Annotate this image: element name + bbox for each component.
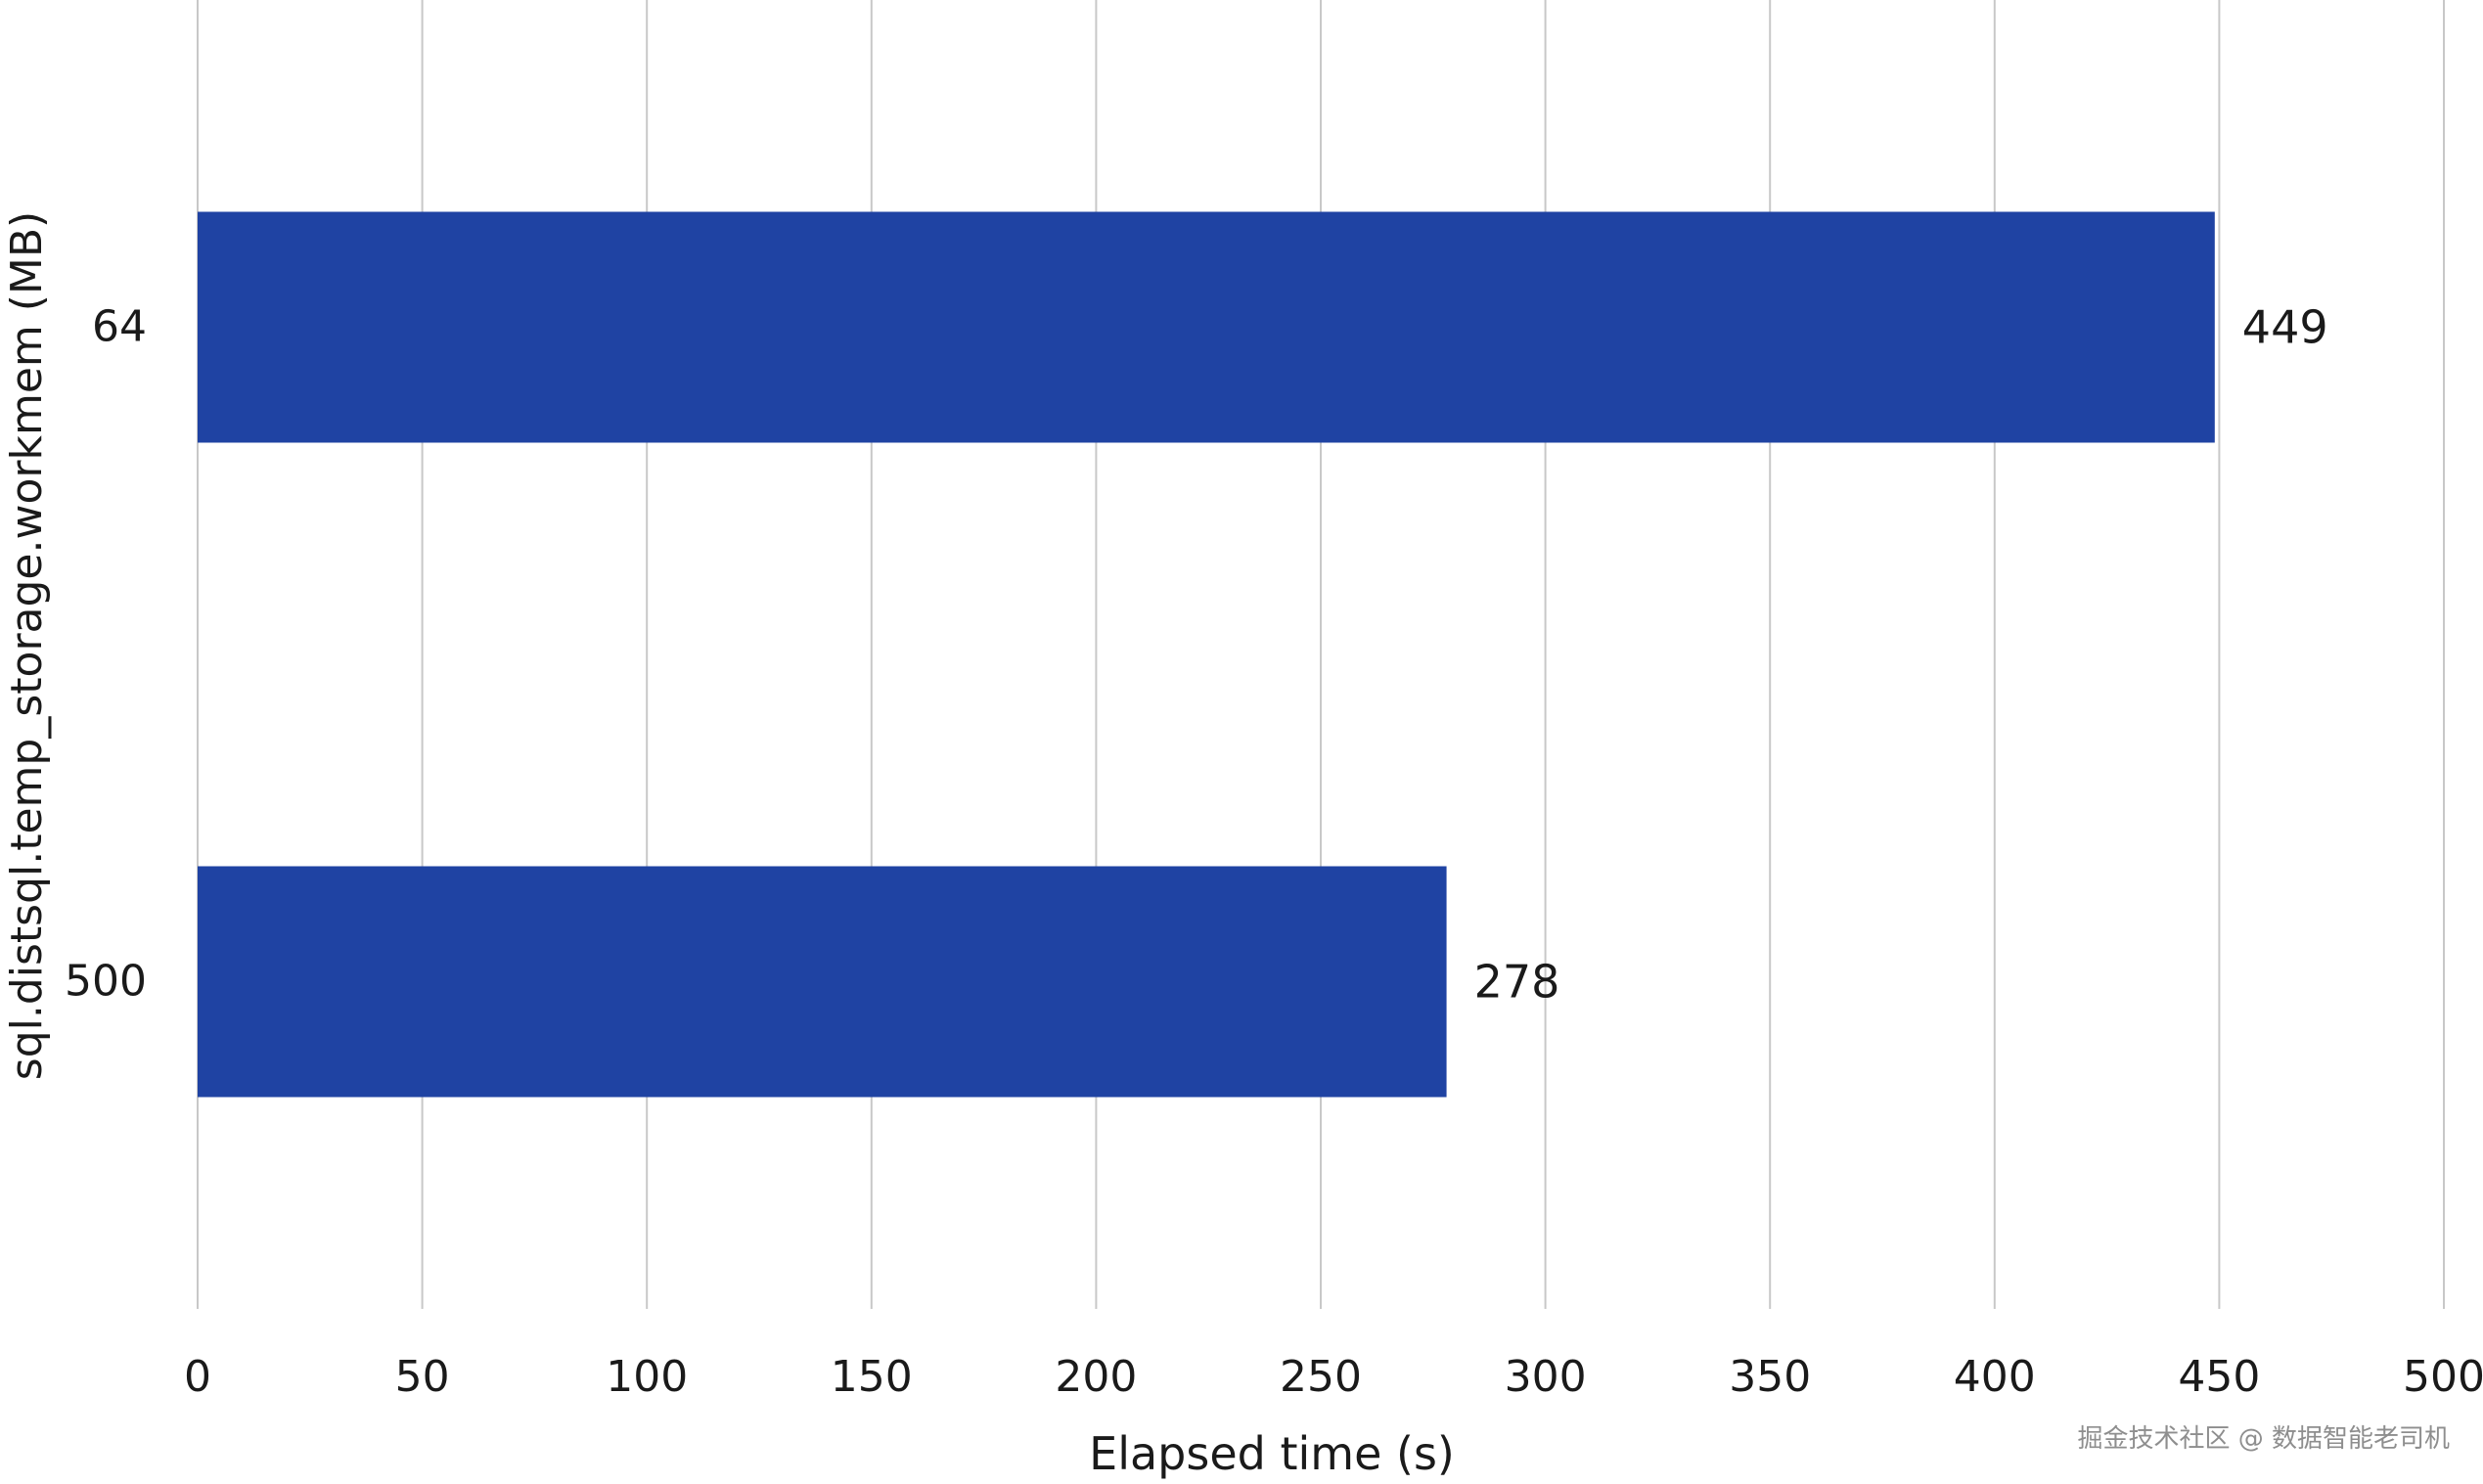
- x-tick-label: 100: [606, 1352, 688, 1402]
- data-label: 278: [1474, 956, 1560, 1009]
- x-tick-label: 350: [1729, 1352, 1811, 1402]
- y-axis-title: sql.distsql.temp_storage.workmem (MB): [2, 211, 52, 1080]
- x-tick-label: 300: [1505, 1352, 1587, 1402]
- data-label: 449: [2242, 301, 2328, 354]
- x-tick-label: 200: [1055, 1352, 1137, 1402]
- x-tick-label: 400: [1954, 1352, 2036, 1402]
- x-tick-label: 0: [184, 1352, 211, 1402]
- bar-500: [198, 866, 1447, 1098]
- x-tick-label: 150: [831, 1352, 913, 1402]
- gridlines: [197, 0, 2445, 1309]
- x-tick-label: 250: [1280, 1352, 1362, 1402]
- x-tick-label: 450: [2178, 1352, 2260, 1402]
- x-axis-ticks: 0 50 100 150 200 250 300 350 400 450 500: [184, 1352, 2483, 1402]
- y-category-label: 500: [65, 957, 147, 1007]
- data-labels: 449 278: [1474, 301, 2328, 1009]
- watermark: 掘金技术社区 @ 数据智能老司机: [2077, 1424, 2450, 1454]
- x-axis-title: Elapsed time (s): [1089, 1427, 1455, 1480]
- y-axis-categories: 64 500: [65, 302, 147, 1007]
- bar-64: [198, 211, 2215, 443]
- y-category-label: 64: [92, 302, 147, 352]
- x-tick-label: 500: [2403, 1352, 2483, 1402]
- x-tick-label: 50: [395, 1352, 450, 1402]
- bars: [198, 211, 2215, 1098]
